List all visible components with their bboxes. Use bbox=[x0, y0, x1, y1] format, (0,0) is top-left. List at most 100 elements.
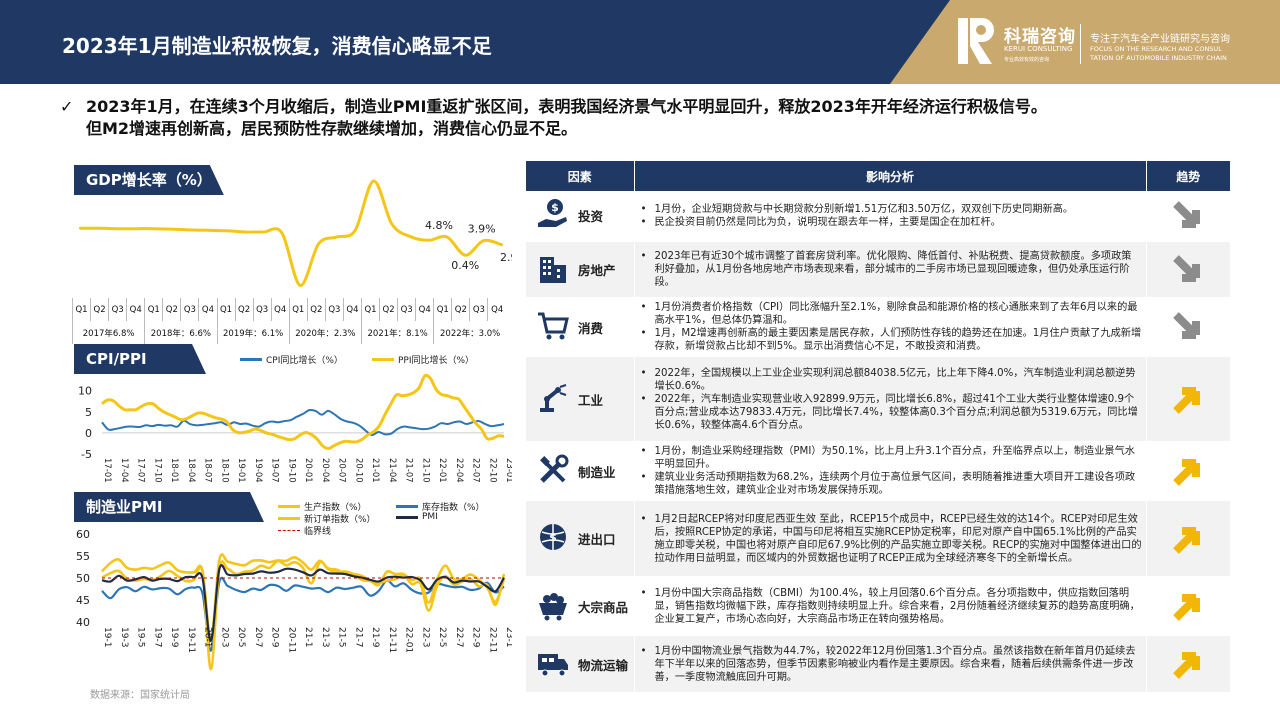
factors-table: 因素 影响分析 趋势 $ 投资 1月份，企业短期贷款与中长期贷款分别新增1.51万亿… bbox=[526, 161, 1230, 694]
analysis-cell: 1月份中国大宗商品指数（CBMI）为100.4%，较上月回落0.6个百分点。各分… bbox=[633, 577, 1146, 636]
pmi-x-tick-label: 23-1 bbox=[504, 627, 512, 647]
legend-new-orders-label: 新订单指数（%） bbox=[304, 515, 376, 525]
factor-name: 大宗商品 bbox=[578, 599, 629, 615]
mine-cart-icon bbox=[536, 588, 570, 625]
cpi-y-tick-label: -5 bbox=[81, 448, 92, 461]
gdp-quarter-label: Q4 bbox=[270, 298, 290, 321]
factor-cell: 工业 bbox=[526, 356, 634, 443]
factor-name: 消费 bbox=[578, 320, 604, 336]
pmi-x-tick-label: 19-11 bbox=[186, 627, 196, 653]
trend-down-arrow-icon bbox=[1147, 196, 1231, 236]
analysis-bullet: 2023年已有近30个城市调整了首套房贷利率。优化限购、降低首付、补贴税费、提高… bbox=[637, 250, 1142, 289]
factor-name: 制造业 bbox=[578, 464, 616, 480]
gdp-point bbox=[207, 229, 210, 232]
legend-production: 生产指数（%） bbox=[278, 500, 367, 513]
cpi-x-tick-label: 20-04 bbox=[320, 458, 330, 483]
analysis-list: 1月2日起RCEP将对印度尼西亚生效 至此，RCEP15个成员中，RCEP已经生… bbox=[635, 513, 1146, 565]
factor-cell: 房地产 bbox=[526, 241, 634, 299]
logo-divider bbox=[1080, 24, 1081, 64]
gdp-point bbox=[427, 239, 430, 242]
gdp-quarter-label: Q3 bbox=[469, 298, 488, 321]
gdp-point bbox=[115, 227, 118, 230]
svg-text:$: $ bbox=[551, 201, 559, 214]
gdp-quarter-row: Q1 Q2 Q3 Q4 Q1 Q2 Q3 Q4 Q1 Q2 Q3 Q4 Q1 Q2 Q3 Q4 Q1 Q2 Q3 Q4… bbox=[71, 298, 506, 321]
gdp-year-label: 2021年：8.1% bbox=[360, 321, 434, 344]
trend-up-arrow-icon bbox=[1147, 586, 1231, 626]
tagline-en-1: FOCUS ON THE RESEARCH AND CONSUL bbox=[1090, 45, 1222, 53]
legend-pmi: PMI bbox=[396, 512, 438, 522]
legend-pmi-label: PMI bbox=[422, 512, 438, 522]
analysis-cell: 1月份，制造业采购经理指数（PMI）为50.1%，比上月上升3.1个百分点，升至… bbox=[633, 442, 1146, 501]
trend-cell bbox=[1145, 241, 1230, 299]
cpi-x-tick-label: 22-07 bbox=[471, 458, 481, 483]
pmi-x-tick-label: 22-9 bbox=[471, 627, 481, 648]
pmi-x-tick-label: 20-9 bbox=[270, 627, 280, 648]
legend-ppi-swatch bbox=[372, 358, 394, 361]
gdp-point bbox=[409, 235, 412, 238]
gdp-data-label: 0.4% bbox=[451, 259, 479, 272]
legend-ppi-label: PPI同比增长（%） bbox=[398, 356, 475, 366]
data-source: 数据来源：国家统计局 bbox=[90, 690, 190, 701]
cpi-x-tick-label: 17-01 bbox=[102, 458, 112, 483]
page-title: 2023年1月制造业积极恢复，消费信心略显不足 bbox=[62, 34, 492, 58]
gdp-point bbox=[317, 242, 320, 246]
factor-row: $ 进出口 1月2日起RCEP将对印度尼西亚生效 至此，RCEP15个成员中，RCE… bbox=[526, 500, 1230, 578]
pmi-x-tick-label: 21-1 bbox=[303, 627, 313, 647]
pmi-x-tick-label: 19-7 bbox=[152, 627, 162, 647]
gdp-point bbox=[133, 227, 137, 230]
gdp-point bbox=[243, 230, 247, 234]
cpi-x-tick-label: 21-01 bbox=[370, 458, 380, 483]
gdp-point bbox=[262, 230, 265, 234]
legend-cpi: CPI同比增长（%） bbox=[240, 353, 343, 366]
gdp-quarter-label: Q4 bbox=[126, 298, 145, 321]
pmi-x-tick-label: 21-7 bbox=[353, 627, 363, 647]
gdp-line bbox=[79, 179, 503, 287]
gdp-point bbox=[170, 227, 173, 231]
tools-icon bbox=[536, 453, 570, 490]
legend-pmi-swatch bbox=[396, 515, 418, 519]
gdp-point bbox=[225, 229, 228, 232]
gdp-point bbox=[500, 243, 504, 247]
analysis-bullet: 1月份中国大宗商品指数（CBMI）为100.4%，较上月回落0.6个百分点。各分… bbox=[637, 587, 1142, 626]
analysis-list: 1月份中国大宗商品指数（CBMI）为100.4%，较上月回落0.6个百分点。各分… bbox=[635, 587, 1146, 626]
summary-text: ✓ 2023年1月，在连续3个月收缩后，制造业PMI重返扩张区间，表明我国经济景… bbox=[60, 96, 1232, 140]
factor-label-group: $ 投资 bbox=[526, 197, 634, 234]
header-trend: 趋势 bbox=[1145, 161, 1230, 191]
legend-new-orders-swatch bbox=[278, 517, 300, 520]
pmi-x-tick-label: 21-11 bbox=[387, 627, 397, 653]
analysis-bullet: 1月份中国物流业景气指数为44.7%，较2022年12月份回落1.3个百分点。虽… bbox=[637, 645, 1142, 684]
pmi-x-tick-label: 19-3 bbox=[119, 627, 129, 647]
factor-row: 消费 1月份消费者价格指数（CPI）同比涨幅升至2.1%，剔除食品和能源价格的核心… bbox=[526, 298, 1230, 357]
analysis-list: 1月份中国物流业景气指数为44.7%，较2022年12月份回落1.3个百分点。虽… bbox=[635, 645, 1146, 684]
shopping-cart-icon bbox=[536, 309, 570, 346]
cpi-x-tick-label: 20-01 bbox=[303, 458, 313, 483]
logo-subtitle: 专业高效有效的咨询 bbox=[1004, 57, 1050, 63]
header-analysis: 影响分析 bbox=[633, 161, 1146, 191]
gdp-point bbox=[280, 231, 284, 235]
gdp-quarter-label: Q4 bbox=[342, 298, 362, 321]
gdp-quarter-label: Q2 bbox=[451, 298, 470, 321]
gdp-point bbox=[390, 222, 394, 226]
legend-production-label: 生产指数（%） bbox=[304, 503, 367, 513]
cpi-ppi-chart: 10 5 0 -5 17-01 17-04 17-07 17-10 18-01 18-04 18-0… bbox=[78, 374, 512, 483]
pmi-x-tick-label: 22-3 bbox=[420, 627, 430, 647]
legend-cpi-swatch bbox=[240, 358, 262, 361]
check-icon: ✓ bbox=[60, 97, 74, 116]
pmi-chart: 60 55 50 45 40 19-1 19-3 19-5 19-7 19-9 19-11 20-1 2… bbox=[76, 530, 512, 671]
robot-arm-icon bbox=[536, 381, 570, 418]
factor-name: 房地产 bbox=[578, 263, 616, 278]
factor-label-group: 房地产 bbox=[526, 251, 634, 288]
pmi-new-orders-line bbox=[101, 559, 506, 671]
logo-text: 科瑞咨询 bbox=[1004, 27, 1076, 47]
gdp-year-label: 2017年6.8% bbox=[71, 321, 145, 344]
factor-row: 物流运输 1月份中国物流业景气指数为44.7%，较2022年12月份回落1.3个百… bbox=[526, 635, 1230, 694]
cpi-line bbox=[101, 408, 505, 436]
gdp-data-label: 2.90% bbox=[500, 251, 512, 264]
factor-label-group: 制造业 bbox=[526, 453, 634, 490]
factors-body: $ 投资 1月份，企业短期贷款与中长期贷款分别新增1.51万亿和3.50万亿，双双创… bbox=[526, 191, 1231, 694]
cpi-x-tick-label: 21-10 bbox=[420, 458, 430, 483]
pmi-index-line bbox=[101, 564, 505, 643]
factor-name: 进出口 bbox=[578, 532, 616, 547]
gdp-quarter-label: Q4 bbox=[487, 298, 506, 321]
